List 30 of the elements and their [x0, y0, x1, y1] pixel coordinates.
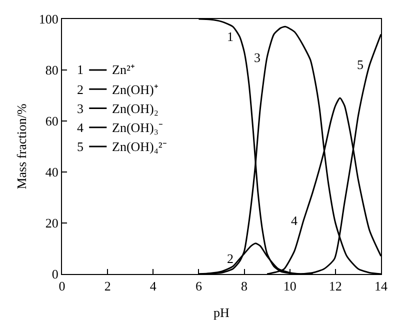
- x-tick-label: 10: [283, 278, 296, 294]
- text: 3: [77, 101, 84, 116]
- annotation: 3: [254, 50, 260, 65]
- x-tick-label: 14: [374, 278, 388, 294]
- legend-label: Zn(OH)₃⁻: [112, 120, 162, 135]
- text: 1: [77, 62, 84, 77]
- annotation: 4: [291, 213, 298, 228]
- text: 4: [77, 120, 84, 135]
- legend-label: Zn(OH)₂: [112, 101, 158, 116]
- annotation: 5: [357, 57, 364, 72]
- x-tick-label: 4: [150, 278, 157, 294]
- annotation: 1: [227, 29, 234, 44]
- x-tick-label: 8: [241, 278, 248, 294]
- x-axis-title: pH: [214, 305, 230, 320]
- y-tick-label: 20: [45, 216, 58, 231]
- y-tick-label: 100: [38, 12, 58, 27]
- y-tick-label: 0: [52, 266, 58, 282]
- y-tick-label: 40: [45, 164, 58, 180]
- x-tick-label: 2: [104, 278, 111, 294]
- annotation: 2: [227, 251, 234, 266]
- text: 2: [77, 82, 84, 97]
- legend-label: Zn²⁺: [112, 62, 134, 77]
- x-tick-label: 12: [328, 278, 342, 294]
- x-tick-label: 6: [195, 278, 202, 294]
- y-axis-title: Mass fraction/%: [14, 104, 29, 190]
- legend-label: Zn(OH)₄²⁻: [112, 139, 166, 154]
- text: 5: [77, 139, 84, 154]
- y-tick-label: 80: [45, 62, 58, 78]
- y-tick-label: 60: [45, 114, 58, 129]
- legend-label: Zn(OH)⁺: [112, 82, 158, 97]
